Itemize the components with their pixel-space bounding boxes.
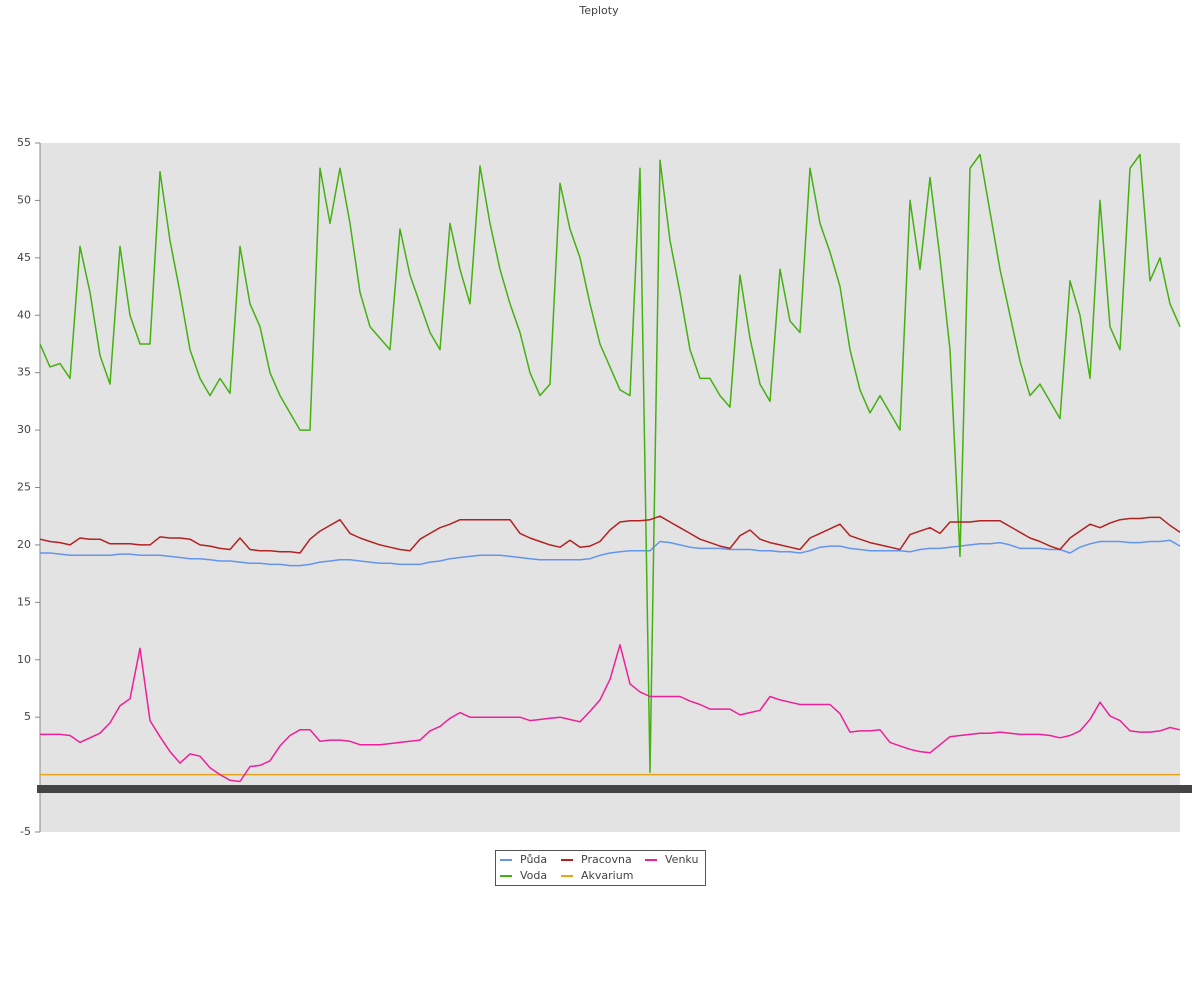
y-tick-label: 55 [17,136,31,149]
y-tick-label: 10 [17,653,31,666]
series-line [39,153,1181,774]
y-tick-label: -5 [20,825,31,838]
y-tick-label: 35 [17,366,31,379]
legend-label: Akvarium [581,869,633,882]
y-tick-label: 15 [17,595,31,608]
y-tick-label: 20 [17,538,31,551]
legend-label: Venku [665,853,698,866]
legend-label: Voda [520,869,547,882]
series-line [40,539,1181,567]
series-line [39,515,1181,554]
x-tick-labels-overlap [37,785,1192,793]
y-tick-label: 5 [24,710,31,723]
y-tick-label: 25 [17,481,31,494]
y-tick-label: 50 [17,193,31,206]
y-tick-label: 45 [17,251,31,264]
legend-label: Pracovna [581,853,632,866]
y-tick-label: 40 [17,308,31,321]
legend [495,850,706,886]
series-line [40,644,1181,783]
legend-label: Půda [520,853,547,866]
chart-title: Teploty [578,4,619,17]
y-tick-label: 30 [17,423,31,436]
plot-area [40,143,1180,832]
